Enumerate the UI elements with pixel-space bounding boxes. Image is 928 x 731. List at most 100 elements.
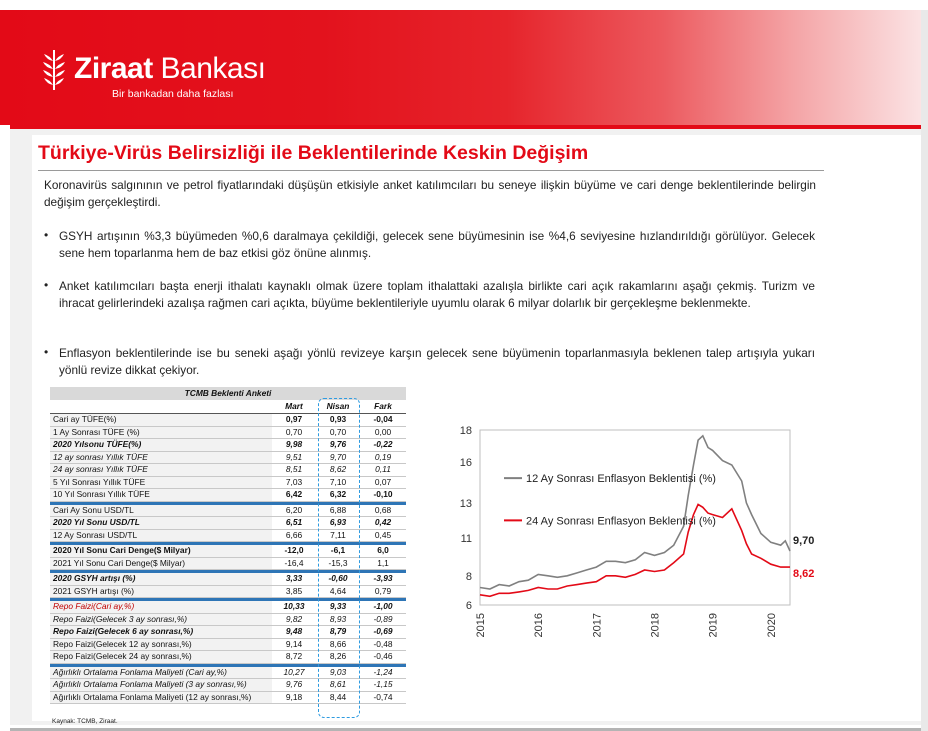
- table-cell-mart: 9,82: [272, 613, 316, 626]
- table-row: Repo Faizi(Cari ay,%) 10,33 9,33 -1,00: [50, 601, 407, 614]
- title-divider: [38, 170, 824, 171]
- table-cell-fark: -0,74: [360, 691, 407, 704]
- table-cell-mart: 6,42: [272, 488, 316, 502]
- y-tick-label: 8: [466, 571, 472, 583]
- table-cell-label: Cari ay TÜFE(%): [50, 413, 272, 427]
- table-cell-mart: 6,51: [272, 516, 316, 530]
- table-cell-mart: 9,76: [272, 678, 316, 692]
- table-cell-label: 12 ay sonrası Yıllık TÜFE: [50, 451, 272, 464]
- x-tick-label: 2016: [533, 613, 545, 637]
- table-cell-mart: 8,72: [272, 650, 316, 664]
- table-header-row: Mart Nisan Fark: [50, 400, 407, 414]
- table-row: Repo Faizi(Gelecek 12 ay sonrası,%) 9,14 8…: [50, 638, 407, 651]
- series-line-1: [479, 434, 791, 590]
- table-row: Repo Faizi(Gelecek 24 ay sonrası,%) 8,72 8…: [50, 650, 407, 664]
- right-edge-bar: [921, 10, 928, 731]
- table-cell-mart: 10,33: [272, 601, 316, 614]
- bullet-current-account: Anket katılımcıları başta enerji ithalat…: [59, 279, 815, 310]
- table-cell-label: Ağırlıklı Ortalama Fonlama Maliyeti (Car…: [50, 666, 272, 679]
- page-title: Türkiye-Virüs Belirsizliği ile Beklentil…: [38, 142, 589, 164]
- top-strip: [0, 0, 928, 10]
- table-cell-fark: -0,10: [360, 488, 407, 502]
- table-cell-mart: 10,27: [272, 666, 316, 679]
- table-cell-nisan: 7,10: [316, 476, 360, 489]
- table-row: Ağırlıklı Ortalama Fonlama Maliyeti (12 …: [50, 691, 407, 704]
- bottom-rule: [10, 728, 921, 731]
- table-cell-mart: 0,70: [272, 426, 316, 439]
- table-cell-label: 24 ay sonrası Yıllık TÜFE: [50, 463, 272, 477]
- y-tick-label: 6: [466, 600, 472, 612]
- table-cell-nisan: 7,11: [316, 529, 360, 542]
- table-cell-nisan: -6,1: [316, 545, 360, 558]
- table-cell-nisan: 8,26: [316, 650, 360, 664]
- table-row: 2020 Yıl Sonu Cari Denge($ Milyar) -12,0-…: [50, 545, 407, 558]
- bullet-inflation: Enflasyon beklentilerinde ise bu seneki …: [59, 346, 815, 377]
- table-cell-label: Repo Faizi(Gelecek 6 ay sonrası,%): [50, 625, 272, 639]
- table-row: Ağırlıklı Ortalama Fonlama Maliyeti (3 a…: [50, 678, 407, 692]
- table-cell-mart: 6,66: [272, 529, 316, 542]
- table-cell-nisan: 8,62: [316, 463, 360, 477]
- x-tick-label: 2020: [766, 613, 778, 637]
- x-tick-label: 2019: [708, 613, 720, 637]
- table-cell-label: 12 Ay Sonrası USD/TL: [50, 529, 272, 542]
- table-cell-label: Ağırlıklı Ortalama Fonlama Maliyeti (12 …: [50, 691, 272, 704]
- table-separator: [50, 501, 407, 505]
- brand-tagline: Bir bankadan daha fazlası: [112, 88, 234, 100]
- table-cell-fark: -0,89: [360, 613, 407, 626]
- table-row: Ağırlıklı Ortalama Fonlama Maliyeti (Car…: [50, 666, 407, 679]
- table-cell-fark: -0,46: [360, 650, 407, 664]
- separator-cell: [50, 597, 407, 601]
- table-header-cell: Nisan: [316, 400, 360, 414]
- table-row: 5 Yıl Sonrası Yıllık TÜFE 7,03 7,10 0,07: [50, 476, 407, 489]
- separator-cell: [50, 569, 407, 573]
- table-cell-fark: 0,45: [360, 529, 407, 542]
- inflation-expectations-chart: 6 8 11 13 16 18 2015 2016 2017 2018 2019 2020 12 Ay …: [460, 425, 815, 637]
- table-cell-fark: 0,68: [360, 504, 407, 517]
- table-cell-fark: 1,1: [360, 557, 407, 570]
- table-cell-nisan: 4,64: [316, 585, 360, 598]
- table-row: 12 Ay Sonrası USD/TL 6,66 7,11 0,45: [50, 529, 407, 542]
- brand-name: Ziraat Bankası: [74, 52, 266, 85]
- table-row: Cari Ay Sonu USD/TL 6,20 6,88 0,68: [50, 504, 407, 517]
- bullet-marker: •: [44, 228, 49, 242]
- table-cell-label: 1 Ay Sonrası TÜFE (%): [50, 426, 272, 439]
- table-cell-nisan: 6,93: [316, 516, 360, 530]
- legend-label: 12 Ay Sonrası Enflasyon Beklentisi (%): [526, 473, 716, 485]
- y-tick-label: 13: [460, 498, 472, 510]
- table-cell-fark: -1,00: [360, 601, 407, 614]
- table-cell-nisan: 8,61: [316, 678, 360, 692]
- table-cell-nisan: 8,66: [316, 638, 360, 651]
- table-header-cell: Fark: [360, 400, 407, 414]
- table-row: 2020 Yıl Sonu USD/TL 6,51 6,93 0,42: [50, 516, 407, 530]
- table-cell-fark: 0,11: [360, 463, 407, 477]
- table-cell-label: 2021 GSYH artışı (%): [50, 585, 272, 598]
- table-separator: [50, 569, 407, 573]
- nisan-column-highlight: [318, 398, 360, 718]
- y-tick-label: 11: [461, 533, 472, 545]
- bullet-gdp: GSYH artışının %3,3 büyümeden %0,6 daral…: [59, 229, 815, 260]
- table-cell-fark: -0,69: [360, 625, 407, 639]
- plot-frame: [479, 429, 791, 606]
- table-cell-nisan: 9,33: [316, 601, 360, 614]
- table-cell-label: Ağırlıklı Ortalama Fonlama Maliyeti (3 a…: [50, 678, 272, 692]
- table-cell-fark: -3,93: [360, 573, 407, 586]
- table-separator: [50, 541, 407, 545]
- table-cell-nisan: 0,93: [316, 413, 360, 427]
- bullet-marker: •: [44, 345, 49, 359]
- bullet-marker: •: [44, 278, 49, 292]
- table-cell-fark: -0,22: [360, 438, 407, 452]
- table-cell-mart: 9,48: [272, 625, 316, 639]
- table-row: 1 Ay Sonrası TÜFE (%) 0,70 0,70 0,00: [50, 426, 407, 439]
- table-cell-label: 2020 GSYH artışı (%): [50, 573, 272, 586]
- legend-label: 24 Ay Sonrası Enflasyon Beklentisi (%): [526, 515, 716, 527]
- expectations-table: TCMB Beklenti Anketi Mart Nisan Fark Cari ay…: [50, 387, 407, 704]
- table-separator: [50, 597, 407, 601]
- table-cell-nisan: 9,03: [316, 666, 360, 679]
- table-cell-label: 2020 Yıl Sonu USD/TL: [50, 516, 272, 530]
- table-row: 10 Yıl Sonrası Yıllık TÜFE 6,42 6,32 -0,10: [50, 488, 407, 502]
- series-line-2: [479, 503, 790, 598]
- table-cell-label: Repo Faizi(Gelecek 3 ay sonrası,%): [50, 613, 272, 626]
- separator-cell: [50, 541, 407, 545]
- table-cell-label: Repo Faizi(Gelecek 24 ay sonrası,%): [50, 650, 272, 664]
